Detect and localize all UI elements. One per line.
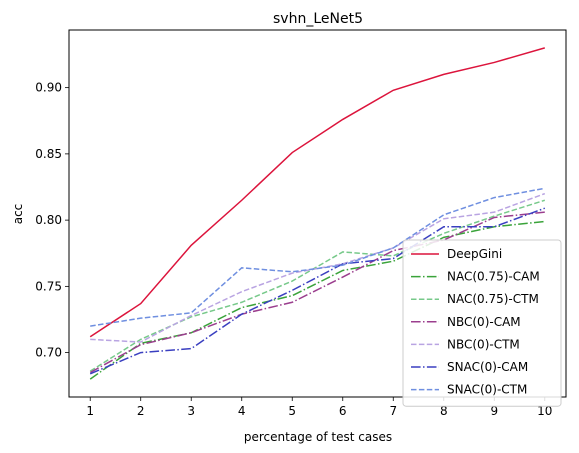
x-tick-label: 6 [339,404,347,418]
series-line-nbc-0-cam [89,211,545,374]
y-tick-label: 0.70 [35,346,62,360]
legend-label-snac-0-cam: SNAC(0)-CAM [447,360,528,374]
series-line-snac-0-ctm [90,187,545,327]
legend-label-snac-0-ctm: SNAC(0)-CTM [447,383,527,397]
legend-label-deepgini: DeepGini [447,247,502,261]
x-axis-label: percentage of test cases [244,430,392,444]
plot-frame [68,29,567,398]
x-axis: 1 2 3 4 5 6 7 8 9 10 [86,397,552,418]
x-tick-label: 7 [389,404,397,418]
x-tick-label: 1 [86,404,94,418]
y-tick-label: 0.80 [35,213,62,227]
chart-title: svhn_LeNet5 [273,11,363,27]
y-tick-label: 0.85 [35,147,62,161]
series-line-deepgini [89,47,545,338]
legend-label-nac-0-75-ctm: NAC(0.75)-CTM [447,292,539,306]
x-tick-label: 4 [238,404,246,418]
legend-label-nbc-0-cam: NBC(0)-CAM [447,315,521,329]
x-tick-label: 9 [490,404,498,418]
legend-label-nbc-0-ctm: NBC(0)-CTM [447,337,520,351]
y-axis: 0.70 0.75 0.80 0.85 0.90 [35,81,69,360]
legend-box [402,239,562,407]
x-tick-label: 10 [537,404,552,418]
series-layer [89,47,546,380]
x-tick-label: 2 [137,404,145,418]
legend: DeepGini NAC(0.75)-CAM NAC(0.75)-CTM NBC(0)… [402,239,562,407]
y-axis-label: acc [11,204,25,225]
x-tick-label: 3 [187,404,195,418]
x-tick-label: 8 [440,404,448,418]
legend-label-nac-0-75-cam: NAC(0.75)-CAM [447,270,540,284]
series-line-nbc-0-ctm [90,192,546,343]
x-tick-label: 5 [288,404,296,418]
y-tick-label: 0.90 [35,81,62,95]
series-line-snac-0-cam [89,207,546,375]
y-tick-label: 0.75 [35,279,62,293]
